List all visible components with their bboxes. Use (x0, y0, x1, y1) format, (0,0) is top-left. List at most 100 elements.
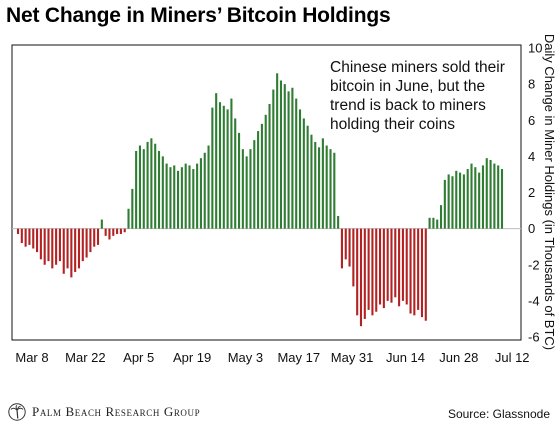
x-tick-label: Jun 14 (386, 350, 425, 365)
bar (257, 131, 260, 229)
bar (344, 228, 347, 260)
bar (306, 125, 309, 229)
bar (481, 165, 484, 229)
bar (325, 145, 328, 229)
bar (81, 228, 84, 262)
x-tick-label: Mar 22 (65, 350, 105, 365)
source-note: Source: Glassnode (447, 407, 550, 421)
bar (142, 149, 145, 229)
bar (298, 109, 302, 229)
bar (180, 167, 183, 229)
bar (58, 228, 61, 262)
bar (51, 228, 54, 269)
y-tick-label: 2 (528, 185, 535, 200)
bar (352, 228, 355, 287)
x-axis: Mar 8 Mar 22 Apr 5 Apr 19 May 3 May 17 May 31 J… (15, 350, 529, 365)
y-tick-label: 8 (528, 77, 535, 92)
bar (253, 140, 256, 229)
bar (138, 145, 141, 229)
bar (20, 228, 23, 244)
bar (135, 150, 138, 229)
y-axis-label: Daily Change in Miner Holdings (in Thous… (542, 34, 557, 350)
bar (272, 89, 275, 229)
bar (375, 228, 378, 312)
bar (447, 174, 450, 229)
bar (367, 228, 370, 310)
logo-text: Palm Beach Research Group (32, 404, 201, 419)
bar (112, 228, 115, 236)
bar (264, 114, 267, 229)
bar (500, 169, 504, 229)
y-axis: 10 8 6 4 2 0 -2 -4 -6 (528, 41, 542, 345)
bar (314, 141, 317, 229)
bar (386, 228, 389, 301)
bar (226, 109, 229, 229)
bar (260, 123, 263, 229)
y-tick-label: 6 (528, 113, 535, 128)
y-tick-label: -4 (528, 293, 540, 308)
bar (16, 228, 20, 235)
bar (451, 176, 454, 229)
x-tick-label: May 17 (277, 350, 320, 365)
bar (409, 228, 412, 314)
x-tick-label: Jul 12 (495, 350, 530, 365)
bar (321, 138, 324, 229)
bar (398, 228, 401, 307)
bar (462, 174, 465, 229)
bar (394, 228, 397, 298)
bar (55, 228, 58, 265)
bar (215, 93, 218, 229)
bar (478, 172, 481, 229)
bar (363, 228, 366, 319)
bar (249, 149, 252, 229)
bar (131, 188, 134, 229)
y-tick-label: 0 (528, 221, 535, 236)
bar (169, 167, 172, 229)
bar (199, 158, 202, 229)
bar (348, 228, 351, 267)
bar (420, 228, 424, 318)
bar (489, 159, 492, 229)
chart-title: Net Change in Miners’ Bitcoin Holdings (6, 4, 391, 27)
bar (356, 228, 359, 316)
bar (337, 215, 340, 229)
bar (485, 158, 488, 229)
bar (218, 102, 222, 229)
y-tick-label: -6 (528, 330, 540, 345)
bar (66, 228, 69, 269)
bar (470, 163, 473, 229)
bar (291, 87, 294, 229)
bar (428, 217, 431, 229)
bar (359, 228, 363, 327)
bar (340, 228, 343, 269)
bar (310, 134, 313, 229)
bar (276, 73, 279, 229)
bar (329, 149, 332, 229)
bar (47, 228, 50, 262)
bar (108, 228, 111, 240)
bar (161, 156, 164, 229)
bar (100, 219, 103, 229)
bar (116, 228, 119, 235)
bar (89, 228, 92, 253)
bar (287, 91, 290, 229)
bar (123, 228, 126, 233)
bar (211, 107, 214, 229)
bar (93, 228, 96, 247)
bar (222, 105, 225, 229)
plot-frame (11, 44, 522, 341)
chart-annotation: Chinese miners sold their bitcoin in Jun… (330, 59, 505, 133)
bar (165, 163, 168, 229)
bar (302, 118, 305, 229)
bar (150, 138, 153, 229)
bar (62, 228, 65, 274)
bar (432, 217, 435, 229)
bar (36, 228, 39, 253)
bar (455, 170, 458, 229)
bar (279, 80, 283, 229)
bar (493, 163, 496, 229)
bar (436, 219, 439, 229)
bar (104, 228, 107, 236)
x-tick-label: Jun 28 (439, 350, 478, 365)
